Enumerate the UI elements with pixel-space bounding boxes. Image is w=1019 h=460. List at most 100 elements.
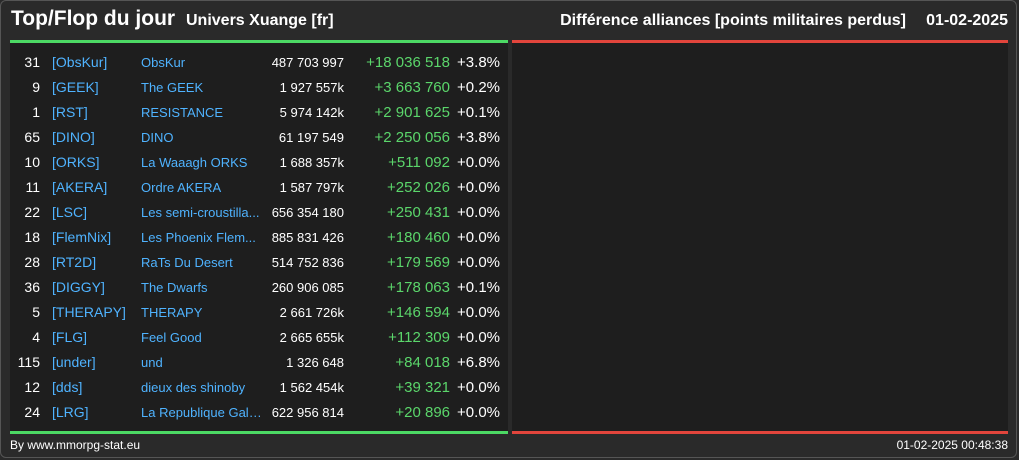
alliance-name-link[interactable]: Les Phoenix Flem... — [141, 230, 256, 245]
alliance-rank: 18 — [24, 229, 40, 245]
alliance-points: 1 587 797k — [279, 180, 344, 195]
alliance-tag-link[interactable]: [RT2D] — [52, 254, 97, 270]
alliance-row: 12 [dds] dieux des shinoby 1 562 454k +39 32… — [10, 375, 508, 400]
universe-label: Univers Xuange [fr] — [186, 12, 334, 29]
alliance-row: 18 [FlemNix] Les Phoenix Flem... 885 831 42… — [10, 225, 508, 250]
alliance-points: 656 354 180 — [271, 205, 344, 220]
alliance-rank: 1 — [32, 104, 40, 120]
alliance-percent-change: +0.0% — [457, 254, 500, 271]
alliance-tag-link[interactable]: [LSC] — [52, 204, 88, 220]
alliance-row: 4 [FLG] Feel Good 2 665 655k +112 309 +0.0% — [10, 325, 508, 350]
alliance-name-link[interactable]: La Republique Gala... — [141, 405, 263, 420]
alliance-percent-change: +0.1% — [457, 279, 500, 296]
alliance-name-link[interactable]: Ordre AKERA — [141, 180, 222, 195]
alliance-points-diff: +3 663 760 — [374, 79, 451, 96]
alliance-row: 28 [RT2D] RaTs Du Desert 514 752 836 +179 56… — [10, 250, 508, 275]
alliance-points: 2 661 726k — [279, 305, 344, 320]
alliance-name-link[interactable]: RESISTANCE — [141, 105, 224, 120]
alliance-points-diff: +18 036 518 — [366, 54, 450, 71]
alliance-percent-change: +0.1% — [457, 104, 500, 121]
alliance-percent-change: +0.0% — [457, 179, 500, 196]
generated-timestamp: 01-02-2025 00:48:38 — [896, 438, 1008, 452]
alliance-name-link[interactable]: ObsKur — [141, 55, 186, 70]
alliance-rank: 9 — [32, 79, 40, 95]
alliance-points: 1 562 454k — [279, 380, 344, 395]
alliance-rank: 12 — [24, 379, 40, 395]
alliance-percent-change: +0.0% — [457, 154, 500, 171]
alliance-name-link[interactable]: The Dwarfs — [141, 280, 208, 295]
alliance-row: 9 [GEEK] The GEEK 1 927 557k +3 663 760 +0.2% — [10, 75, 508, 100]
alliance-name-link[interactable]: RaTs Du Desert — [141, 255, 233, 270]
alliance-row: 22 [LSC] Les semi-croustilla... 656 354 180… — [10, 200, 508, 225]
alliance-rank: 10 — [24, 154, 40, 170]
alliance-points-diff: +252 026 — [387, 179, 450, 196]
alliance-tag-link[interactable]: [ORKS] — [52, 154, 100, 170]
alliance-points: 1 326 648 — [286, 355, 344, 370]
alliance-points-diff: +179 569 — [387, 254, 450, 271]
alliance-percent-change: +0.0% — [457, 204, 500, 221]
alliance-points: 487 703 997 — [271, 55, 344, 70]
alliance-row: 65 [DINO] DINO 61 197 549 +2 250 056 +3.8% — [10, 125, 508, 150]
alliance-points: 514 752 836 — [271, 255, 344, 270]
alliance-percent-change: +0.0% — [457, 379, 500, 396]
alliance-tag-link[interactable]: [ObsKur] — [52, 54, 108, 70]
alliance-points-diff: +178 063 — [387, 279, 450, 296]
alliance-points-diff: +146 594 — [387, 304, 450, 321]
alliance-points-diff: +250 431 — [387, 204, 450, 221]
alliance-name-link[interactable]: Les semi-croustilla... — [141, 205, 260, 220]
alliance-name-link[interactable]: THERAPY — [141, 305, 203, 320]
alliance-tag-link[interactable]: [FLG] — [52, 329, 88, 345]
alliance-name-link[interactable]: Feel Good — [141, 330, 202, 345]
alliance-name-link[interactable]: dieux des shinoby — [141, 380, 246, 395]
page-title: Top/Flop du jour — [11, 7, 176, 30]
alliance-rank: 115 — [17, 354, 40, 370]
alliance-name-link[interactable]: The GEEK — [141, 80, 204, 95]
alliance-rank: 4 — [32, 329, 40, 345]
site-credit[interactable]: By www.mmorpg-stat.eu — [10, 438, 141, 452]
alliance-row: 1 [RST] RESISTANCE 5 974 142k +2 901 625 +0.1… — [10, 100, 508, 125]
alliance-tag-link[interactable]: [FlemNix] — [52, 229, 112, 245]
alliance-name-link[interactable]: La Waaagh ORKS — [141, 155, 248, 170]
alliance-row: 5 [THERAPY] THERAPY 2 661 726k +146 594 +0.0% — [10, 300, 508, 325]
alliance-row: 11 [AKERA] Ordre AKERA 1 587 797k +252 026 +0… — [10, 175, 508, 200]
alliance-points: 1 927 557k — [279, 80, 344, 95]
alliance-percent-change: +0.0% — [457, 329, 500, 346]
flop-panel — [512, 40, 1008, 434]
alliance-points-diff: +84 018 — [395, 354, 450, 371]
alliance-points: 5 974 142k — [279, 105, 344, 120]
alliance-points-diff: +2 901 625 — [374, 104, 451, 121]
alliance-points-diff: +180 460 — [387, 229, 450, 246]
alliance-row: 36 [DIGGY] The Dwarfs 260 906 085 +178 063 +0… — [10, 275, 508, 300]
alliance-tag-link[interactable]: [dds] — [52, 379, 83, 395]
alliance-tag-link[interactable]: [GEEK] — [52, 79, 99, 95]
alliance-rank: 36 — [24, 279, 40, 295]
alliance-name-link[interactable]: und — [141, 355, 163, 370]
alliance-percent-change: +6.8% — [457, 354, 500, 371]
alliance-rank: 65 — [24, 129, 40, 145]
alliance-points-diff: +39 321 — [395, 379, 450, 396]
alliance-row: 31 [ObsKur] ObsKur 487 703 997 +18 036 518 +3… — [10, 50, 508, 75]
alliance-tag-link[interactable]: [LRG] — [52, 404, 89, 420]
alliance-percent-change: +0.0% — [457, 304, 500, 321]
alliance-tag-link[interactable]: [DINO] — [52, 129, 95, 145]
alliance-tag-link[interactable]: [DIGGY] — [52, 279, 105, 295]
alliance-tag-link[interactable]: [AKERA] — [52, 179, 108, 195]
alliance-points-diff: +112 309 — [388, 329, 450, 346]
alliance-percent-change: +3.8% — [457, 129, 500, 146]
alliance-rank: 22 — [24, 204, 40, 220]
alliance-row: 10 [ORKS] La Waaagh ORKS 1 688 357k +511 092… — [10, 150, 508, 175]
alliance-points: 622 956 814 — [271, 405, 344, 420]
alliance-row: 115 [under] und 1 326 648 +84 018 +6.8% — [10, 350, 508, 375]
alliance-rank: 28 — [24, 254, 40, 270]
alliance-tag-link[interactable]: [RST] — [52, 104, 88, 120]
alliance-tag-link[interactable]: [under] — [52, 354, 96, 370]
ranking-subtitle: Différence alliances [points militaires … — [560, 12, 906, 29]
alliance-tag-link[interactable]: [THERAPY] — [52, 304, 126, 320]
ranking-date: 01-02-2025 — [926, 12, 1008, 29]
alliance-percent-change: +3.8% — [457, 54, 500, 71]
alliance-percent-change: +0.2% — [457, 79, 500, 96]
alliance-name-link[interactable]: DINO — [141, 130, 174, 145]
alliance-row: 24 [LRG] La Republique Gala... 622 956 814 +… — [10, 400, 508, 425]
top-panel: 31 [ObsKur] ObsKur 487 703 997 +18 036 518 +3… — [10, 40, 508, 434]
